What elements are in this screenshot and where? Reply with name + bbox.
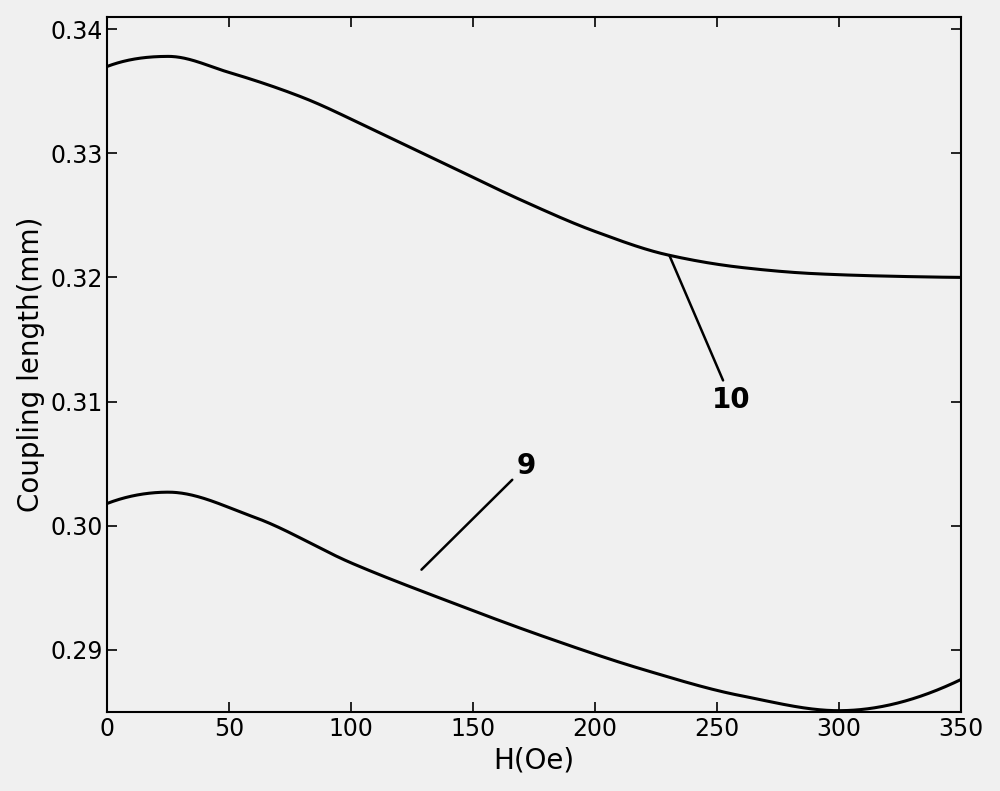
X-axis label: H(Oe): H(Oe): [494, 747, 575, 774]
Text: 10: 10: [669, 255, 751, 414]
Text: 9: 9: [421, 452, 536, 570]
Y-axis label: Coupling length(mm): Coupling length(mm): [17, 217, 45, 512]
